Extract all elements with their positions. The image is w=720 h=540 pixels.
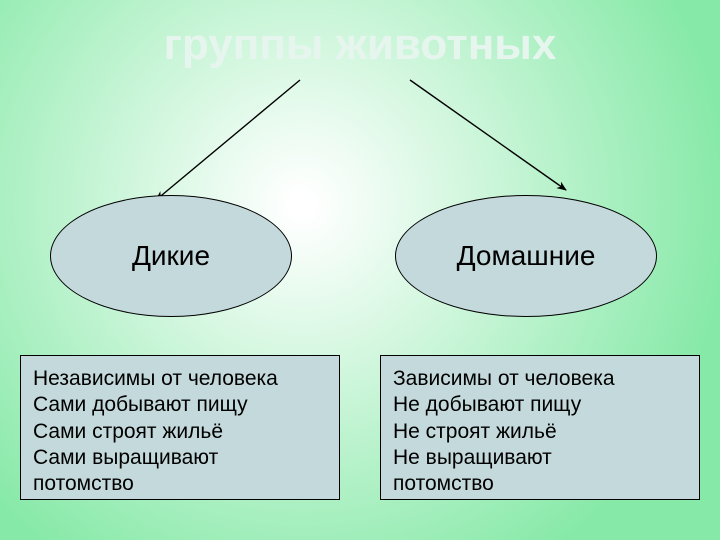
node-wild: Дикие: [50, 195, 292, 317]
box-line: потомство: [33, 471, 327, 497]
box-wild-traits: Независимы от человекаСами добывают пищу…: [20, 355, 340, 500]
node-domestic-label: Домашние: [457, 240, 596, 272]
node-domestic: Домашние: [395, 195, 657, 317]
diagram-title: группы животных: [0, 20, 720, 70]
box-line: Независимы от человека: [33, 366, 327, 392]
box-line: Не строят жильё: [393, 419, 687, 445]
node-wild-label: Дикие: [132, 240, 210, 272]
box-domestic-traits: Зависимы от человекаНе добывают пищуНе с…: [380, 355, 700, 500]
box-line: Не добывают пищу: [393, 392, 687, 418]
arrow-left: [156, 80, 300, 200]
box-line: Сами добывают пищу: [33, 392, 327, 418]
box-line: Сами строят жильё: [33, 419, 327, 445]
box-line: Не выращивают: [393, 445, 687, 471]
diagram-stage: группы животных Дикие Домашние Независим…: [0, 0, 720, 540]
arrow-right: [410, 80, 566, 190]
box-line: Зависимы от человека: [393, 366, 687, 392]
box-line: потомство: [393, 471, 687, 497]
box-line: Сами выращивают: [33, 445, 327, 471]
